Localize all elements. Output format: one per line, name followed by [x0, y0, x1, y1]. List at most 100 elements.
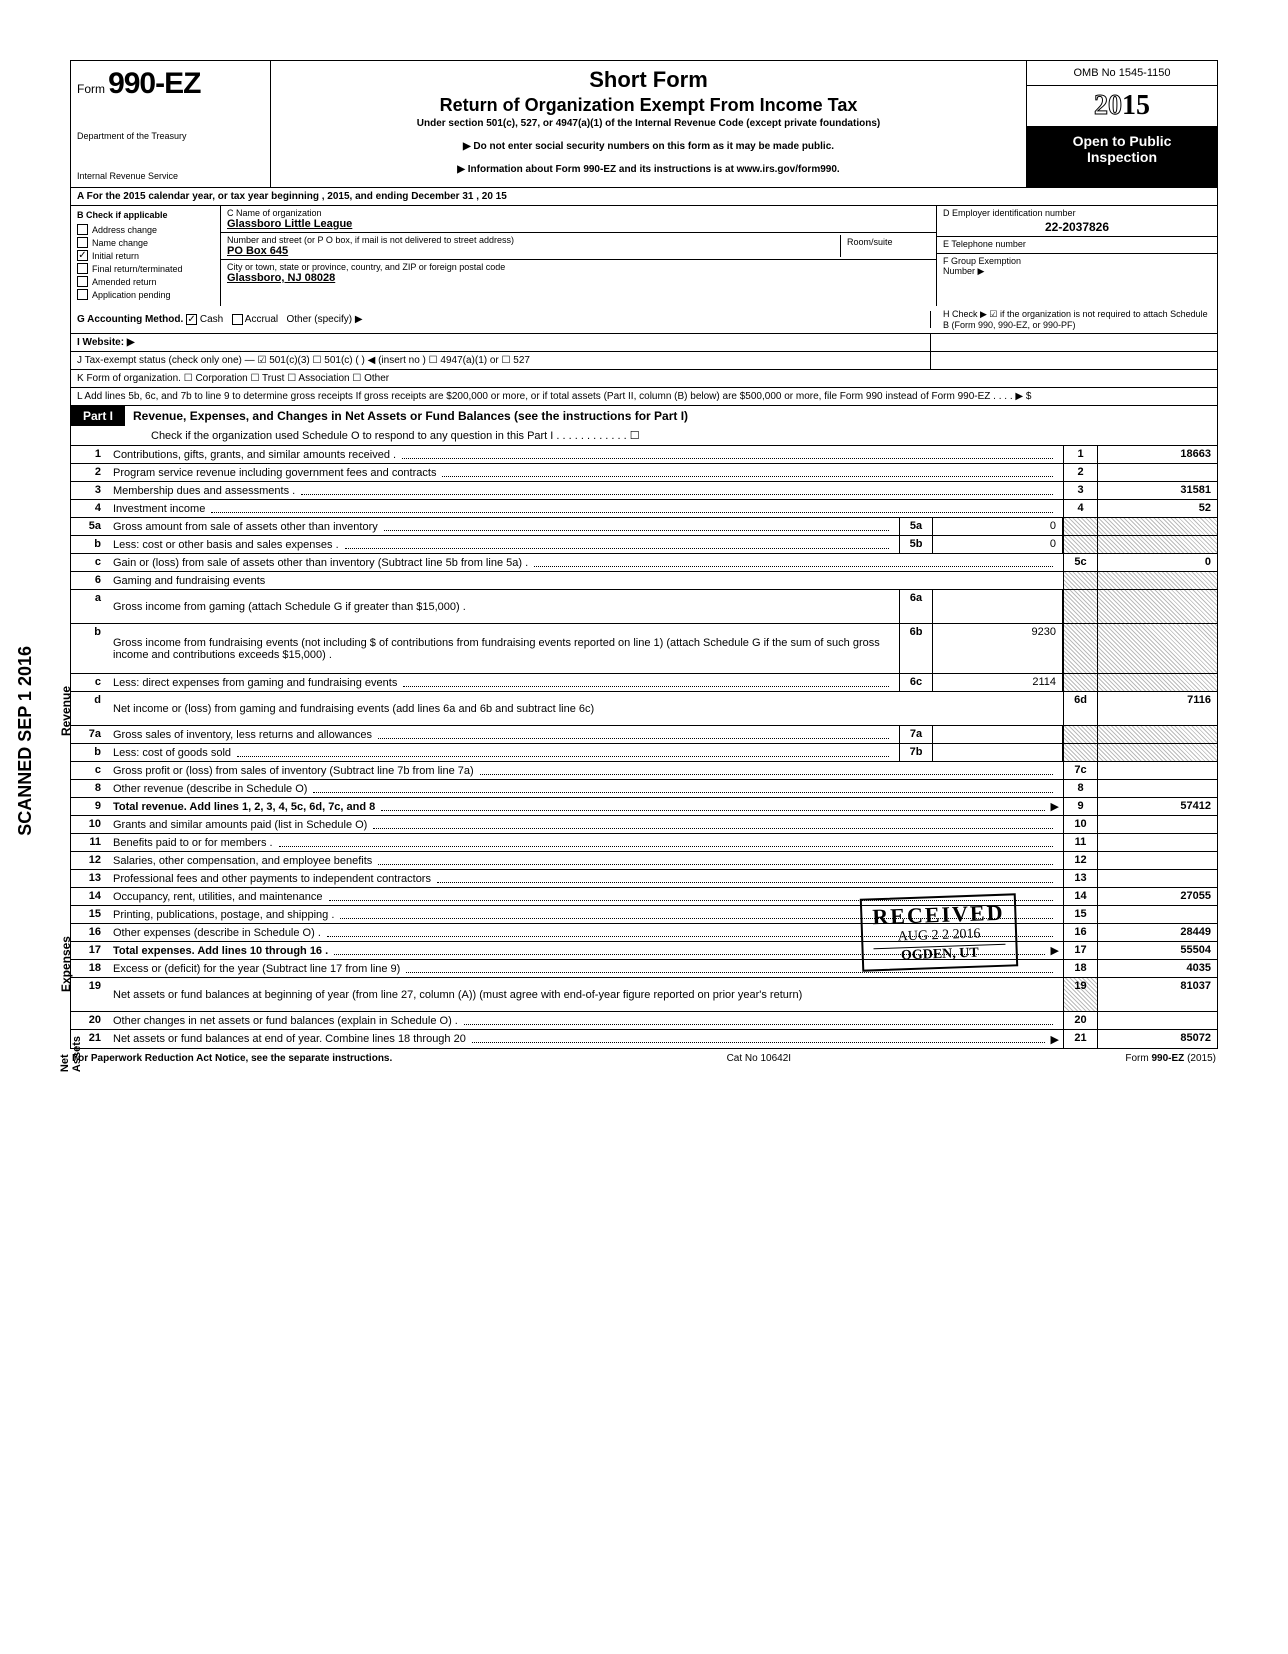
open-line2: Inspection — [1031, 149, 1213, 165]
c-city-row: City or town, state or province, country… — [221, 260, 936, 286]
chk-amended-return[interactable]: Amended return — [77, 276, 214, 287]
row-j: J Tax-exempt status (check only one) — ☑… — [70, 352, 1218, 370]
form-header: Form 990-EZ Department of the Treasury I… — [70, 60, 1218, 188]
line-1: 1Contributions, gifts, grants, and simil… — [71, 446, 1217, 464]
subtitle-info: ▶ Information about Form 990-EZ and its … — [281, 164, 1016, 175]
chk-application-pending[interactable]: Application pending — [77, 289, 214, 300]
footer-left: For Paperwork Reduction Act Notice, see … — [72, 1053, 392, 1064]
line-6c: cLess: direct expenses from gaming and f… — [71, 674, 1217, 692]
dept-irs: Internal Revenue Service — [77, 171, 264, 181]
line-17: 17Total expenses. Add lines 10 through 1… — [71, 942, 1217, 960]
header-right: OMB No 1545-1150 2015 Open to Public Ins… — [1027, 61, 1217, 187]
header-mid: Short Form Return of Organization Exempt… — [271, 61, 1027, 187]
line-15: 15Printing, publications, postage, and s… — [71, 906, 1217, 924]
line-2: 2Program service revenue including gover… — [71, 464, 1217, 482]
line-6: 6Gaming and fundraising events — [71, 572, 1217, 590]
line-4: 4Investment income452 — [71, 500, 1217, 518]
col-b-checkboxes: B Check if applicable Address change Nam… — [71, 206, 221, 306]
row-a-calendar-year: A For the 2015 calendar year, or tax yea… — [70, 188, 1218, 206]
line-5a: 5aGross amount from sale of assets other… — [71, 518, 1217, 536]
chk-cash[interactable]: ✓ — [186, 314, 197, 325]
e-phone-value — [943, 249, 1211, 251]
part1-title: Revenue, Expenses, and Changes in Net As… — [125, 406, 1217, 426]
year-outline: 20 — [1094, 90, 1122, 121]
subtitle-ssn: ▶ Do not enter social security numbers o… — [281, 141, 1016, 152]
tax-year: 2015 — [1027, 86, 1217, 127]
line-18: 18Excess or (deficit) for the year (Subt… — [71, 960, 1217, 978]
sidelabel-expenses: Expenses — [59, 936, 73, 992]
i-website: I Website: ▶ — [77, 337, 135, 348]
col-def: D Employer identification number 22-2037… — [937, 206, 1217, 306]
row-g-h: G Accounting Method. ✓ Cash Accrual Othe… — [70, 306, 1218, 334]
c-addr-row: Number and street (or P O box, if mail i… — [221, 233, 936, 260]
line-7b: bLess: cost of goods sold7b — [71, 744, 1217, 762]
h-schedule-b: H Check ▶ ☑ if the organization is not r… — [937, 306, 1217, 333]
e-phone: E Telephone number — [937, 237, 1217, 254]
omb-number: OMB No 1545-1150 — [1027, 61, 1217, 86]
line-6b: bGross income from fundraising events (n… — [71, 624, 1217, 674]
row-l: L Add lines 5b, 6c, and 7b to line 9 to … — [70, 388, 1218, 406]
form-number: 990-EZ — [108, 67, 200, 100]
g-accounting: G Accounting Method. ✓ Cash Accrual Othe… — [71, 311, 931, 328]
d-ein-value: 22-2037826 — [943, 218, 1211, 234]
c-name-row: C Name of organization Glassboro Little … — [221, 206, 936, 233]
c-addr-value: PO Box 645 — [227, 245, 840, 257]
line-13: 13Professional fees and other payments t… — [71, 870, 1217, 888]
line-10: 10Grants and similar amounts paid (list … — [71, 816, 1217, 834]
chk-name-change[interactable]: Name change — [77, 237, 214, 248]
part1-check-line: Check if the organization used Schedule … — [71, 426, 1217, 445]
line-14: 14Occupancy, rent, utilities, and mainte… — [71, 888, 1217, 906]
f-group-exemption: F Group Exemption Number ▶ — [937, 254, 1217, 279]
d-ein-label: D Employer identification number — [943, 208, 1211, 218]
title-return: Return of Organization Exempt From Incom… — [281, 95, 1016, 116]
row-k: K Form of organization. ☐ Corporation ☐ … — [70, 370, 1218, 388]
footer-mid: Cat No 10642I — [727, 1053, 792, 1064]
e-phone-label: E Telephone number — [943, 239, 1211, 249]
f-label: F Group Exemption — [943, 256, 1211, 266]
chk-initial-return[interactable]: ✓Initial return — [77, 250, 214, 261]
c-room-label: Room/suite — [840, 235, 930, 257]
open-to-public: Open to Public Inspection — [1027, 127, 1217, 187]
line-5b: bLess: cost or other basis and sales exp… — [71, 536, 1217, 554]
b-header: B Check if applicable — [77, 210, 214, 220]
sidelabel-revenue: Revenue — [59, 686, 73, 736]
footer-right: Form 990-EZ (2015) — [1125, 1053, 1216, 1064]
chk-final-return[interactable]: Final return/terminated — [77, 263, 214, 274]
line-12: 12Salaries, other compensation, and empl… — [71, 852, 1217, 870]
c-name-value: Glassboro Little League — [227, 218, 930, 230]
title-short-form: Short Form — [281, 67, 1016, 93]
header-left: Form 990-EZ Department of the Treasury I… — [71, 61, 271, 187]
form-label: Form — [77, 82, 105, 96]
d-ein: D Employer identification number 22-2037… — [937, 206, 1217, 237]
line-16: 16Other expenses (describe in Schedule O… — [71, 924, 1217, 942]
stamp-scanned: SCANNED SEP 1 2016 — [15, 646, 36, 836]
part1-grid: SCANNED SEP 1 2016 Revenue Expenses Net … — [70, 446, 1218, 1049]
c-city-label: City or town, state or province, country… — [227, 262, 930, 272]
j-tax-exempt: J Tax-exempt status (check only one) — ☑… — [71, 352, 931, 369]
line-5c: cGain or (loss) from sale of assets othe… — [71, 554, 1217, 572]
chk-address-change[interactable]: Address change — [77, 224, 214, 235]
c-addr-label: Number and street (or P O box, if mail i… — [227, 235, 840, 245]
line-6d: dNet income or (loss) from gaming and fu… — [71, 692, 1217, 726]
line-8: 8Other revenue (describe in Schedule O)8 — [71, 780, 1217, 798]
year-solid: 15 — [1122, 90, 1150, 121]
dept-treasury: Department of the Treasury — [77, 131, 264, 141]
block-bcdef: B Check if applicable Address change Nam… — [70, 206, 1218, 306]
c-name-label: C Name of organization — [227, 208, 930, 218]
line-11: 11Benefits paid to or for members .11 — [71, 834, 1217, 852]
title-section: Under section 501(c), 527, or 4947(a)(1)… — [281, 118, 1016, 129]
line-7c: cGross profit or (loss) from sales of in… — [71, 762, 1217, 780]
col-c-org-info: C Name of organization Glassboro Little … — [221, 206, 937, 306]
line-7a: 7aGross sales of inventory, less returns… — [71, 726, 1217, 744]
line-20: 20Other changes in net assets or fund ba… — [71, 1012, 1217, 1030]
line-21: 21Net assets or fund balances at end of … — [71, 1030, 1217, 1048]
row-i: I Website: ▶ — [70, 334, 1218, 352]
line-9: 9Total revenue. Add lines 1, 2, 3, 4, 5c… — [71, 798, 1217, 816]
line-19: 19Net assets or fund balances at beginni… — [71, 978, 1217, 1012]
line-6a: aGross income from gaming (attach Schedu… — [71, 590, 1217, 624]
open-line1: Open to Public — [1031, 133, 1213, 149]
stamp-received: RECEIVED AUG 2 2 2016 OGDEN, UT — [860, 893, 1019, 971]
c-city-value: Glassboro, NJ 08028 — [227, 272, 930, 284]
page-footer: For Paperwork Reduction Act Notice, see … — [70, 1049, 1218, 1068]
chk-accrual[interactable] — [232, 314, 243, 325]
